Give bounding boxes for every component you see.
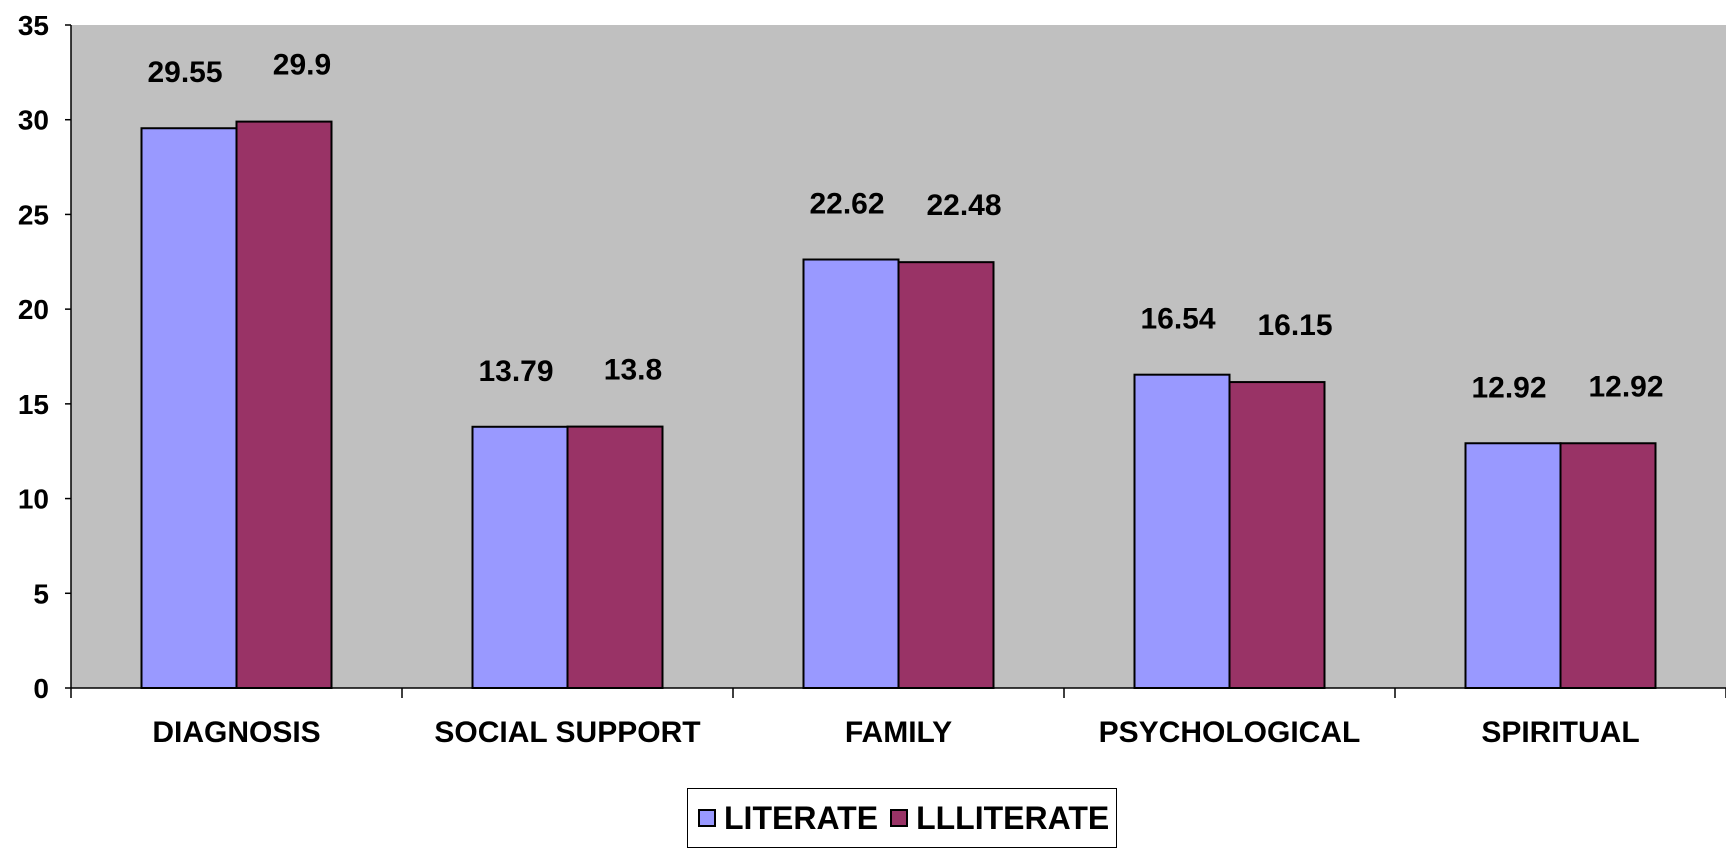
x-category-label: FAMILY [845, 716, 952, 749]
y-tick-label: 20 [18, 294, 49, 325]
data-label: 29.9 [273, 49, 331, 82]
data-label: 16.54 [1140, 303, 1215, 336]
bar-literate-spiritual [1464, 442, 1562, 690]
x-category-label: PSYCHOLOGICAL [1099, 716, 1361, 749]
bar-literate-psychological [1133, 373, 1231, 689]
data-label: 29.55 [147, 56, 222, 89]
data-label: 22.48 [926, 189, 1001, 222]
legend-label-literate: LITERATE [724, 799, 879, 836]
data-label: 12.92 [1588, 370, 1663, 403]
bar-literate-social-support [471, 425, 569, 689]
legend-item-literate: LITERATE [698, 800, 878, 837]
bar-llliterate-psychological [1228, 381, 1326, 689]
x-category-label: SOCIAL SUPPORT [434, 716, 700, 749]
y-axis: 0 5 10 15 20 25 30 35 [18, 10, 72, 704]
y-tick-label: 0 [33, 673, 49, 704]
data-label: 13.8 [604, 354, 662, 387]
data-label: 12.92 [1471, 371, 1546, 404]
bar-llliterate-spiritual [1559, 442, 1657, 690]
legend-label-llliterate: LLLITERATE [916, 799, 1110, 836]
bar-literate-diagnosis [140, 127, 238, 689]
bar-llliterate-social-support [566, 425, 664, 689]
x-category-label: SPIRITUAL [1481, 716, 1639, 749]
data-label: 22.62 [809, 188, 884, 221]
y-tick-label: 15 [18, 389, 49, 420]
y-tick-label: 25 [18, 199, 49, 230]
y-tick-label: 10 [18, 484, 49, 515]
bar-llliterate-diagnosis [235, 120, 333, 689]
legend-swatch-llliterate [890, 809, 909, 827]
data-label: 16.15 [1257, 309, 1332, 342]
y-tick-label: 30 [18, 105, 49, 136]
bar-llliterate-family [897, 261, 995, 689]
y-tick-label: 35 [18, 10, 49, 41]
legend-item-llliterate: LLLITERATE [890, 800, 1109, 837]
x-category-label: DIAGNOSIS [152, 716, 320, 749]
legend-swatch-literate [698, 809, 716, 827]
x-axis: DIAGNOSIS SOCIAL SUPPORT FAMILY PSYCHOLOGIC… [70, 687, 1726, 749]
data-labels: 29.55 13.79 22.62 16.54 12.92 29.9 13.8 22.48 16… [147, 49, 1663, 405]
bar-literate-family [802, 258, 900, 689]
y-tick-label: 5 [33, 578, 49, 609]
data-label: 13.79 [478, 355, 553, 388]
legend: LITERATE LLLITERATE [687, 788, 1117, 848]
bars [140, 120, 1657, 690]
